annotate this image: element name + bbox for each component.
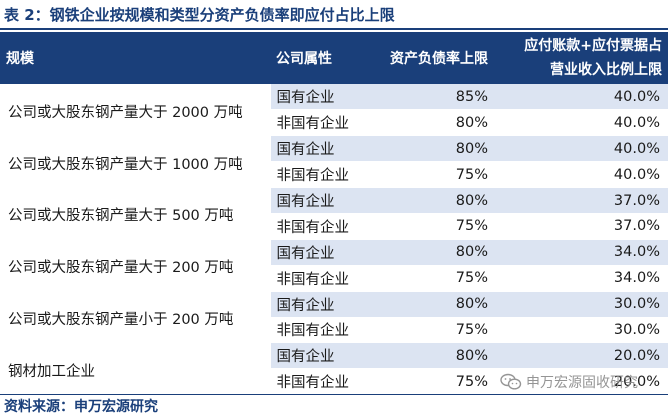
payables-ratio-cell: 34.0%: [494, 265, 668, 292]
table-row: 公司或大股东钢产量大于 200 万吨 国有企业 80% 34.0%: [0, 239, 668, 292]
debt-ratio-cell: 80%: [380, 342, 494, 370]
debt-ratio-cell: 75%: [380, 368, 494, 396]
header-payables-ratio: 应付账款+应付票据占 营业收入比例上限: [494, 32, 668, 84]
header-payables-line1: 应付账款+应付票据占: [524, 38, 662, 54]
debt-ratio-cell: 80%: [380, 109, 494, 137]
attribute-cell: 非国有企业: [269, 109, 380, 137]
payables-ratio-cell: 40.0%: [494, 161, 668, 189]
table-row: 公司或大股东钢产量大于 1000 万吨 国有企业 80% 40.0%: [0, 135, 668, 189]
table-header-row: 规模 公司属性 资产负债率上限 应付账款+应付票据占 营业收入比例上限: [0, 32, 668, 84]
payables-ratio-cell: 40.0%: [494, 84, 668, 111]
debt-ratio-cell: 80%: [380, 187, 494, 214]
attribute-cell: 非国有企业: [269, 368, 380, 396]
debt-ratio-cell: 80%: [380, 291, 494, 318]
leverage-limit-table: 规模 公司属性 资产负债率上限 应付账款+应付票据占 营业收入比例上限 公司或大…: [0, 32, 668, 396]
table-row: 非国有企业 75% 34.0%: [0, 265, 668, 292]
debt-ratio-cell: 80%: [380, 239, 494, 266]
table-row: 非国有企业 75% 20.0%: [0, 368, 668, 396]
debt-ratio-cell: 80%: [380, 135, 494, 163]
table-row: 公司或大股东钢产量小于 200 万吨 国有企业 80% 30.0%: [0, 291, 668, 344]
wechat-icon: [500, 373, 522, 390]
header-scale: 规模: [0, 32, 270, 84]
watermark-text: 申万宏源固收研究: [526, 375, 638, 391]
attribute-cell: 非国有企业: [269, 265, 380, 292]
scale-cell: 公司或大股东钢产量大于 200 万吨: [0, 239, 270, 292]
debt-ratio-cell: 75%: [380, 317, 494, 344]
debt-ratio-cell: 75%: [380, 213, 494, 240]
scale-cell: 公司或大股东钢产量大于 2000 万吨: [0, 84, 270, 137]
payables-ratio-cell: 40.0%: [494, 109, 668, 137]
attribute-cell: 国有企业: [269, 291, 380, 318]
watermark: 申万宏源固收研究: [500, 370, 638, 394]
debt-ratio-cell: 85%: [380, 84, 494, 111]
title-divider: [0, 28, 668, 30]
scale-cell: 钢材加工企业: [0, 342, 270, 396]
attribute-cell: 国有企业: [269, 187, 380, 214]
table-row: 非国有企业 75% 40.0%: [0, 161, 668, 189]
attribute-cell: 国有企业: [269, 135, 380, 163]
attribute-cell: 非国有企业: [269, 161, 380, 189]
payables-ratio-cell: 20.0%: [494, 368, 668, 396]
payables-ratio-cell: 30.0%: [494, 317, 668, 344]
table-title: 表 2：钢铁企业按规模和类型分资产负债率即应付占比上限: [4, 6, 395, 24]
attribute-cell: 国有企业: [269, 84, 380, 111]
source-divider: [0, 394, 668, 395]
table-row: 公司或大股东钢产量大于 500 万吨 国有企业 80% 37.0%: [0, 187, 668, 240]
header-payables-line2: 营业收入比例上限: [550, 62, 662, 78]
table-row: 公司或大股东钢产量大于 2000 万吨 国有企业 85% 40.0%: [0, 84, 668, 137]
payables-ratio-cell: 40.0%: [494, 135, 668, 163]
payables-ratio-cell: 34.0%: [494, 239, 668, 266]
table-row: 非国有企业 75% 30.0%: [0, 317, 668, 344]
table-row: 钢材加工企业 国有企业 80% 20.0%: [0, 342, 668, 396]
table-row: 非国有企业 80% 40.0%: [0, 109, 668, 137]
scale-cell: 公司或大股东钢产量小于 200 万吨: [0, 291, 270, 344]
header-attribute: 公司属性: [270, 32, 380, 84]
debt-ratio-cell: 75%: [380, 265, 494, 292]
scale-cell: 公司或大股东钢产量大于 1000 万吨: [0, 135, 270, 189]
scale-cell: 公司或大股东钢产量大于 500 万吨: [0, 187, 270, 240]
attribute-cell: 非国有企业: [269, 317, 380, 344]
attribute-cell: 国有企业: [269, 239, 380, 266]
attribute-cell: 非国有企业: [269, 213, 380, 240]
header-debt-ratio: 资产负债率上限: [380, 32, 494, 84]
table-row: 非国有企业 75% 37.0%: [0, 213, 668, 240]
source-note: 资料来源：申万宏源研究: [4, 399, 158, 415]
payables-ratio-cell: 30.0%: [494, 291, 668, 318]
payables-ratio-cell: 37.0%: [494, 213, 668, 240]
attribute-cell: 国有企业: [269, 342, 380, 370]
payables-ratio-cell: 20.0%: [494, 342, 668, 370]
debt-ratio-cell: 75%: [380, 161, 494, 189]
payables-ratio-cell: 37.0%: [494, 187, 668, 214]
